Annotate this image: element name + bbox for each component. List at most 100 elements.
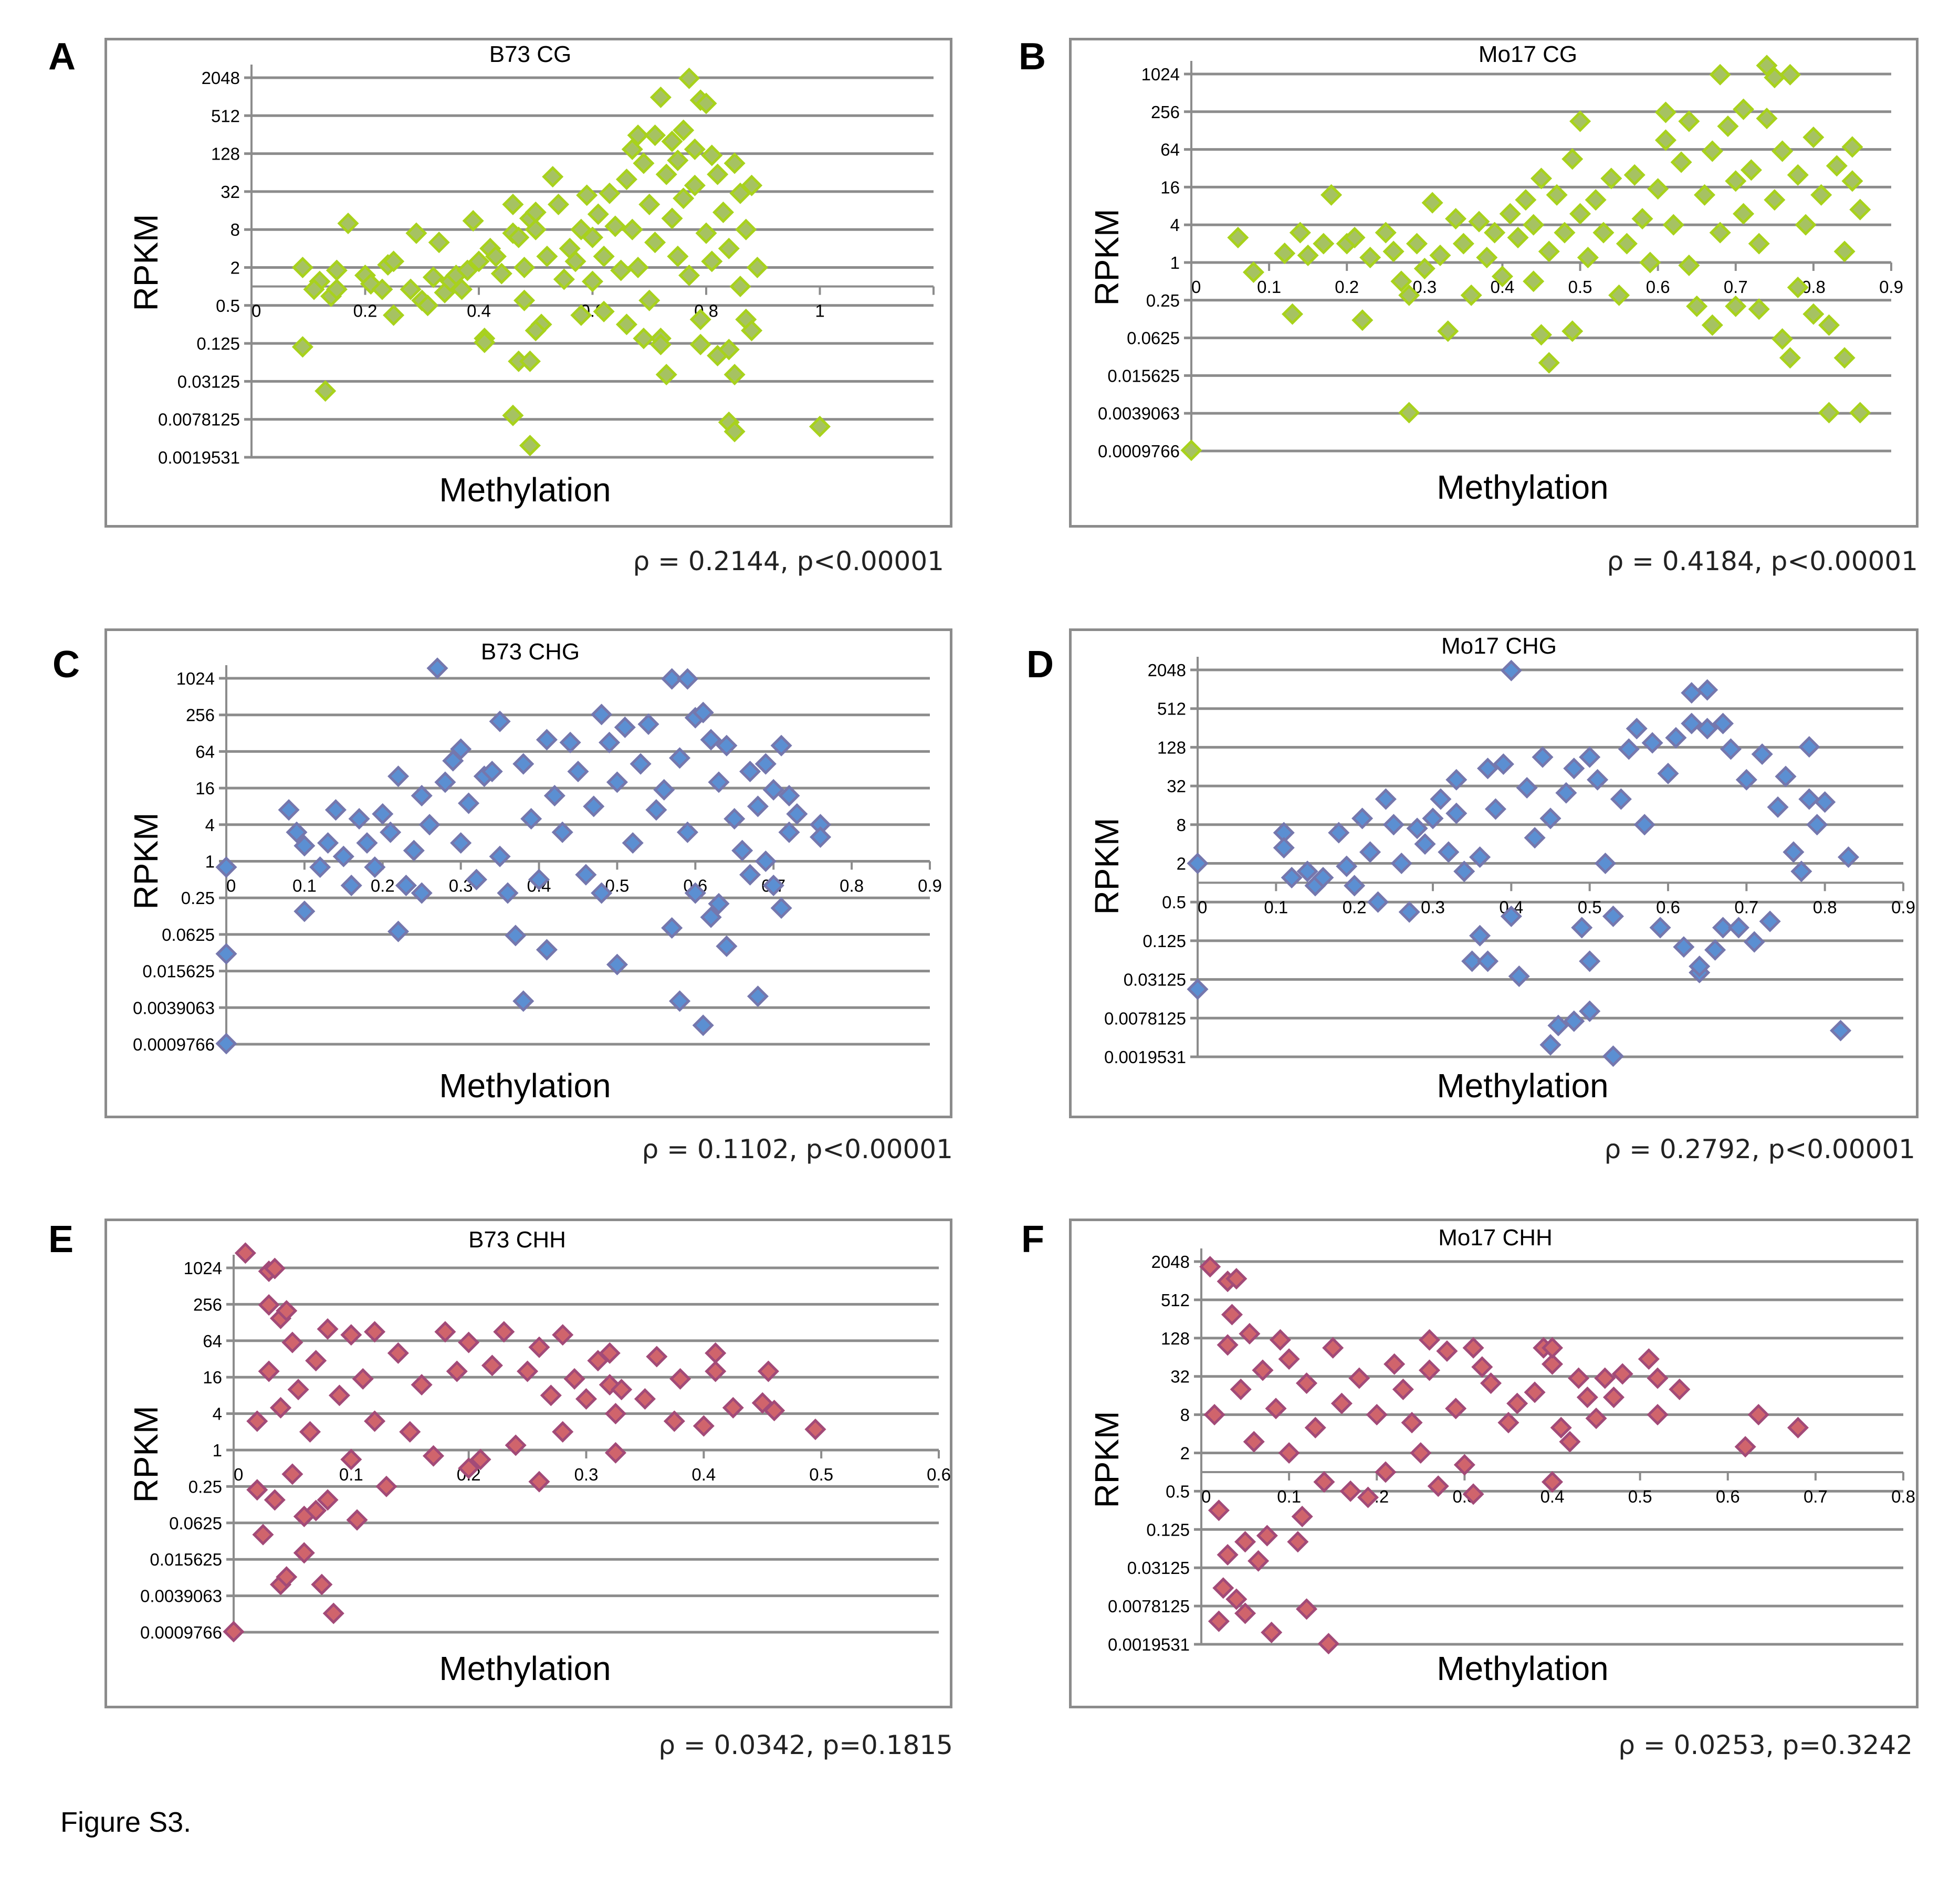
chart-title-d: Mo17 CHG (1441, 633, 1557, 659)
y-tick-label-c: 1024 (176, 669, 215, 688)
data-point-f (1787, 1416, 1809, 1438)
data-point-d (1775, 765, 1797, 788)
y-tick-label-e: 0.25 (188, 1477, 222, 1496)
x-tick-label-c: 0.2 (371, 876, 395, 896)
stat-panel-e: ρ = 0.0342, p=0.1815 (658, 1730, 953, 1760)
data-point-b (1654, 129, 1677, 151)
data-point-c (614, 716, 636, 738)
data-point-f (1506, 1392, 1528, 1414)
data-point-b (1274, 243, 1296, 265)
data-point-e (757, 1360, 779, 1382)
y-tick-label-f: 0.0019531 (1108, 1635, 1190, 1654)
data-point-c (512, 990, 534, 1012)
data-point-d (1445, 802, 1468, 824)
data-point-d (1649, 917, 1671, 939)
data-point-c (215, 1033, 237, 1055)
data-point-c (411, 785, 433, 807)
y-tick-label-b: 1024 (1141, 65, 1180, 84)
data-point-c (599, 731, 621, 753)
data-point-b (1406, 233, 1428, 255)
data-point-d (1367, 891, 1389, 913)
x-tick-label-e: 0.3 (574, 1465, 599, 1484)
x-tick-label-d: 0.6 (1656, 897, 1680, 917)
data-point-b (1382, 240, 1405, 262)
data-point-a (667, 245, 689, 267)
x-tick-label-c: 0.8 (840, 876, 864, 896)
data-point-c (387, 920, 410, 942)
data-point-c (567, 760, 589, 783)
data-point-c (661, 917, 683, 939)
data-point-d (1790, 860, 1812, 883)
data-point-d (1539, 807, 1561, 830)
data-point-a (490, 262, 512, 285)
data-point-b (1701, 314, 1723, 336)
data-point-d (1587, 769, 1609, 791)
data-point-b (1507, 227, 1529, 249)
data-point-d (1579, 1000, 1601, 1022)
data-point-c (332, 845, 354, 867)
y-tick-label-a: 0.03125 (177, 372, 240, 391)
chart-title-c: B73 CHG (481, 639, 580, 665)
data-point-b (1297, 244, 1319, 266)
data-point-a (553, 268, 575, 290)
x-tick-label-b: 0.9 (1879, 277, 1903, 297)
data-point-d (1610, 788, 1632, 810)
data-point-c (645, 799, 667, 821)
data-point-c (606, 771, 628, 793)
data-point-c (536, 729, 558, 751)
data-point-f (1734, 1436, 1756, 1458)
y-tick-label-c: 1 (205, 852, 215, 872)
data-point-a (502, 193, 524, 215)
data-point-a (291, 336, 313, 358)
y-tick-label-b: 4 (1170, 215, 1180, 235)
data-point-b (1538, 352, 1560, 374)
data-point-a (627, 124, 649, 146)
data-point-e (246, 1479, 268, 1501)
data-point-e (281, 1331, 303, 1353)
data-point-d (1344, 875, 1366, 897)
y-tick-label-f: 128 (1161, 1329, 1190, 1348)
data-point-a (513, 289, 536, 311)
data-point-f (1541, 1353, 1564, 1375)
data-point-d (1806, 814, 1828, 836)
data-point-a (724, 363, 746, 386)
data-point-f (1427, 1475, 1449, 1497)
data-point-e (517, 1360, 539, 1382)
data-point-b (1756, 108, 1778, 130)
data-point-c (575, 864, 597, 886)
data-point-b (1701, 140, 1723, 162)
data-point-a (581, 226, 604, 248)
data-point-e (258, 1360, 280, 1382)
data-point-b (1592, 222, 1615, 244)
y-tick-label-a: 512 (211, 106, 240, 125)
data-point-c (762, 779, 784, 801)
data-point-f (1541, 1337, 1564, 1359)
data-point-a (581, 270, 604, 292)
data-point-e (552, 1324, 574, 1346)
data-point-e (528, 1471, 550, 1493)
x-tick-label-f: 0.8 (1891, 1487, 1915, 1506)
data-point-d (1438, 841, 1460, 863)
data-point-b (1826, 155, 1848, 177)
data-point-d (1712, 917, 1734, 939)
data-point-b (1841, 136, 1863, 158)
data-point-a (604, 215, 626, 237)
data-point-b (1764, 189, 1786, 211)
data-point-a (587, 203, 609, 225)
data-point-d (1681, 682, 1703, 704)
data-point-f (1471, 1356, 1493, 1378)
y-tick-label-c: 0.0625 (162, 925, 215, 944)
data-point-e (646, 1346, 668, 1368)
data-point-b (1359, 247, 1381, 269)
data-point-b (1725, 295, 1747, 317)
data-point-d (1735, 769, 1757, 791)
data-point-c (356, 832, 378, 854)
data-point-c (700, 906, 722, 928)
data-point-c (481, 760, 503, 783)
data-point-a (542, 166, 564, 188)
data-point-a (525, 320, 547, 342)
x-tick-label-c: 0 (226, 876, 236, 896)
data-point-f (1230, 1378, 1252, 1400)
data-point-b (1678, 254, 1700, 276)
data-point-a (729, 276, 751, 298)
